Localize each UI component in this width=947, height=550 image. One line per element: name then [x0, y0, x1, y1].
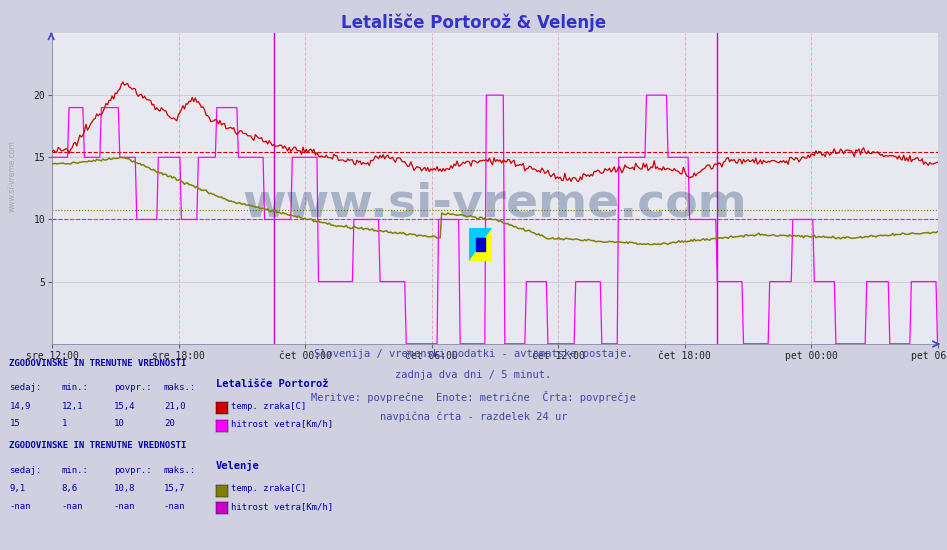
Text: Slovenija / vremenski podatki - avtomatske postaje.: Slovenija / vremenski podatki - avtomats… — [314, 349, 633, 359]
Text: 14,9: 14,9 — [9, 402, 31, 411]
Text: min.:: min.: — [62, 383, 88, 393]
Text: -nan: -nan — [114, 502, 135, 511]
Text: ZGODOVINSKE IN TRENUTNE VREDNOSTI: ZGODOVINSKE IN TRENUTNE VREDNOSTI — [9, 359, 187, 368]
Text: min.:: min.: — [62, 466, 88, 475]
Text: hitrost vetra[Km/h]: hitrost vetra[Km/h] — [231, 502, 333, 511]
Text: navpična črta - razdelek 24 ur: navpična črta - razdelek 24 ur — [380, 412, 567, 422]
Text: 8,6: 8,6 — [62, 484, 78, 493]
Polygon shape — [469, 228, 492, 261]
Text: Velenje: Velenje — [216, 460, 259, 471]
Text: 15,4: 15,4 — [114, 402, 135, 411]
Text: www.si-vreme.com: www.si-vreme.com — [242, 182, 747, 227]
Text: 1: 1 — [62, 419, 67, 428]
Text: 15: 15 — [9, 419, 20, 428]
Text: Letališče Portorož & Velenje: Letališče Portorož & Velenje — [341, 14, 606, 32]
Text: 10: 10 — [114, 419, 124, 428]
Text: temp. zraka[C]: temp. zraka[C] — [231, 402, 306, 411]
Text: 9,1: 9,1 — [9, 484, 26, 493]
Text: povpr.:: povpr.: — [114, 466, 152, 475]
Text: povpr.:: povpr.: — [114, 383, 152, 393]
Text: -nan: -nan — [62, 502, 83, 511]
Text: 21,0: 21,0 — [164, 402, 186, 411]
Text: maks.:: maks.: — [164, 383, 196, 393]
Text: sedaj:: sedaj: — [9, 466, 42, 475]
Text: Letališče Portorož: Letališče Portorož — [216, 378, 329, 389]
Text: 10,8: 10,8 — [114, 484, 135, 493]
Text: maks.:: maks.: — [164, 466, 196, 475]
Text: www.si-vreme.com: www.si-vreme.com — [8, 140, 17, 212]
Polygon shape — [476, 238, 485, 251]
Text: 12,1: 12,1 — [62, 402, 83, 411]
Text: 20: 20 — [164, 419, 174, 428]
Text: -nan: -nan — [9, 502, 31, 511]
Text: Meritve: povprečne  Enote: metrične  Črta: povprečje: Meritve: povprečne Enote: metrične Črta:… — [311, 391, 636, 403]
Text: sedaj:: sedaj: — [9, 383, 42, 393]
Text: hitrost vetra[Km/h]: hitrost vetra[Km/h] — [231, 419, 333, 428]
Text: zadnja dva dni / 5 minut.: zadnja dva dni / 5 minut. — [396, 370, 551, 380]
Text: temp. zraka[C]: temp. zraka[C] — [231, 484, 306, 493]
Text: 15,7: 15,7 — [164, 484, 186, 493]
Text: -nan: -nan — [164, 502, 186, 511]
Text: ZGODOVINSKE IN TRENUTNE VREDNOSTI: ZGODOVINSKE IN TRENUTNE VREDNOSTI — [9, 441, 187, 450]
Polygon shape — [469, 228, 492, 261]
